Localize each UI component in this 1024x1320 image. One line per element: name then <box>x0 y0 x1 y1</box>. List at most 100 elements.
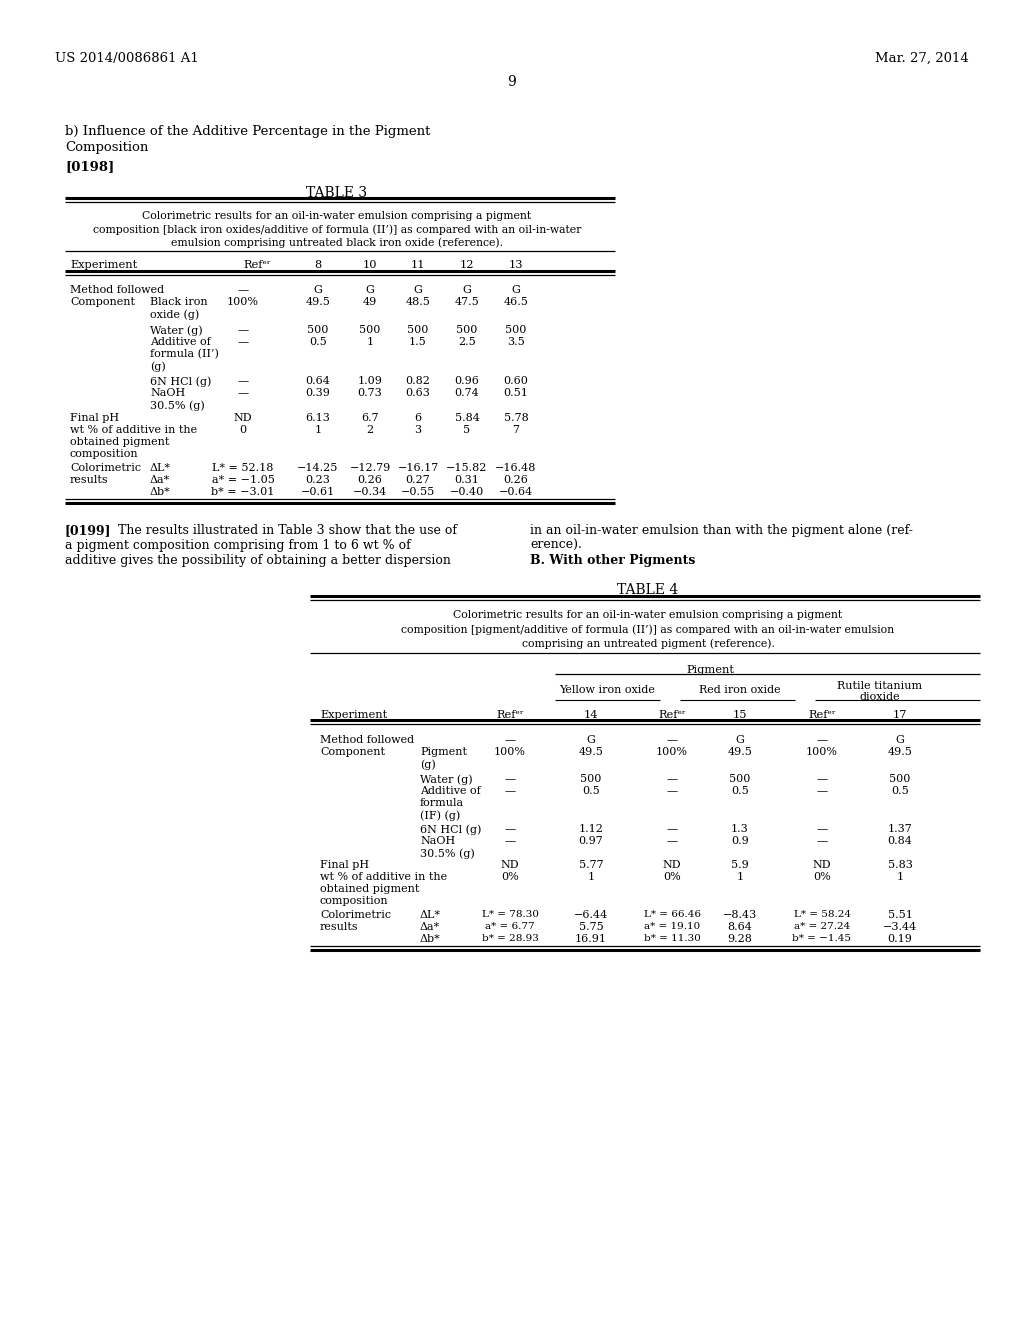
Text: 100%: 100% <box>227 297 259 308</box>
Text: 0.96: 0.96 <box>455 376 479 385</box>
Text: 500: 500 <box>889 774 910 784</box>
Text: Colorimetric results for an oil-in-water emulsion comprising a pigment: Colorimetric results for an oil-in-water… <box>142 211 531 220</box>
Text: 5: 5 <box>464 425 471 436</box>
Text: 5.83: 5.83 <box>888 861 912 870</box>
Text: Refᵉʳ: Refᵉʳ <box>496 710 524 719</box>
Text: Δa*: Δa* <box>420 921 440 932</box>
Text: 5.84: 5.84 <box>455 413 479 422</box>
Text: −3.44: −3.44 <box>883 921 918 932</box>
Text: 100%: 100% <box>494 747 526 756</box>
Text: 16.91: 16.91 <box>575 935 607 944</box>
Text: 0.51: 0.51 <box>504 388 528 399</box>
Text: 0.60: 0.60 <box>504 376 528 385</box>
Text: 100%: 100% <box>656 747 688 756</box>
Text: 0.39: 0.39 <box>305 388 331 399</box>
Text: US 2014/0086861 A1: US 2014/0086861 A1 <box>55 51 199 65</box>
Text: Refᵉʳ: Refᵉʳ <box>808 710 836 719</box>
Text: 1: 1 <box>314 425 322 436</box>
Text: Experiment: Experiment <box>70 260 137 271</box>
Text: Refᵉʳ: Refᵉʳ <box>658 710 686 719</box>
Text: −15.82: −15.82 <box>446 463 487 473</box>
Text: b* = −1.45: b* = −1.45 <box>793 935 852 942</box>
Text: ND: ND <box>501 861 519 870</box>
Text: 1.5: 1.5 <box>410 337 427 347</box>
Text: obtained pigment: obtained pigment <box>319 884 420 894</box>
Text: wt % of additive in the: wt % of additive in the <box>70 425 198 436</box>
Text: 49.5: 49.5 <box>728 747 753 756</box>
Text: 49.5: 49.5 <box>888 747 912 756</box>
Text: emulsion comprising untreated black iron oxide (reference).: emulsion comprising untreated black iron… <box>171 238 503 248</box>
Text: 0.74: 0.74 <box>455 388 479 399</box>
Text: wt % of additive in the: wt % of additive in the <box>319 873 447 882</box>
Text: Yellow iron oxide: Yellow iron oxide <box>559 685 655 696</box>
Text: —: — <box>816 774 827 784</box>
Text: 0.9: 0.9 <box>731 836 749 846</box>
Text: 13: 13 <box>509 260 523 271</box>
Text: Pigment: Pigment <box>420 747 467 756</box>
Text: results: results <box>70 475 109 484</box>
Text: −0.55: −0.55 <box>400 487 435 498</box>
Text: Mar. 27, 2014: Mar. 27, 2014 <box>876 51 969 65</box>
Text: —: — <box>667 836 678 846</box>
Text: 0.5: 0.5 <box>309 337 327 347</box>
Text: Final pH: Final pH <box>319 861 369 870</box>
Text: a* = −1.05: a* = −1.05 <box>212 475 274 484</box>
Text: 8: 8 <box>314 260 322 271</box>
Text: 17: 17 <box>893 710 907 719</box>
Text: 0.23: 0.23 <box>305 475 331 484</box>
Text: 46.5: 46.5 <box>504 297 528 308</box>
Text: TABLE 4: TABLE 4 <box>617 583 679 597</box>
Text: 3: 3 <box>415 425 422 436</box>
Text: 5.78: 5.78 <box>504 413 528 422</box>
Text: 0.5: 0.5 <box>891 785 909 796</box>
Text: Method followed: Method followed <box>319 735 414 744</box>
Text: —: — <box>505 824 515 834</box>
Text: 0.97: 0.97 <box>579 836 603 846</box>
Text: —: — <box>667 824 678 834</box>
Text: 1: 1 <box>736 873 743 882</box>
Text: (IF) (g): (IF) (g) <box>420 810 460 821</box>
Text: 30.5% (g): 30.5% (g) <box>150 400 205 411</box>
Text: —: — <box>816 785 827 796</box>
Text: 500: 500 <box>359 325 381 335</box>
Text: Colorimetric: Colorimetric <box>319 909 391 920</box>
Text: (g): (g) <box>150 360 166 371</box>
Text: Δb*: Δb* <box>420 935 440 944</box>
Text: ΔL*: ΔL* <box>150 463 171 473</box>
Text: G: G <box>313 285 323 294</box>
Text: Experiment: Experiment <box>319 710 387 719</box>
Text: 0.82: 0.82 <box>406 376 430 385</box>
Text: 5.77: 5.77 <box>579 861 603 870</box>
Text: Refᵉʳ: Refᵉʳ <box>243 260 271 271</box>
Text: —: — <box>667 735 678 744</box>
Text: TABLE 3: TABLE 3 <box>306 186 368 201</box>
Text: 1: 1 <box>367 337 374 347</box>
Text: 9.28: 9.28 <box>728 935 753 944</box>
Text: [0198]: [0198] <box>65 160 115 173</box>
Text: Δb*: Δb* <box>150 487 171 498</box>
Text: a* = 27.24: a* = 27.24 <box>794 921 850 931</box>
Text: 1.37: 1.37 <box>888 824 912 834</box>
Text: 0.63: 0.63 <box>406 388 430 399</box>
Text: Δa*: Δa* <box>150 475 170 484</box>
Text: a pigment composition comprising from 1 to 6 wt % of: a pigment composition comprising from 1 … <box>65 539 411 552</box>
Text: 5.51: 5.51 <box>888 909 912 920</box>
Text: −0.61: −0.61 <box>301 487 335 498</box>
Text: 7: 7 <box>512 425 519 436</box>
Text: L* = 66.46: L* = 66.46 <box>643 909 700 919</box>
Text: additive gives the possibility of obtaining a better dispersion: additive gives the possibility of obtain… <box>65 554 451 568</box>
Text: 3.5: 3.5 <box>507 337 525 347</box>
Text: L* = 58.24: L* = 58.24 <box>794 909 851 919</box>
Text: 5.9: 5.9 <box>731 861 749 870</box>
Text: 0.31: 0.31 <box>455 475 479 484</box>
Text: 11: 11 <box>411 260 425 271</box>
Text: G: G <box>896 735 904 744</box>
Text: 2.5: 2.5 <box>458 337 476 347</box>
Text: a* = 19.10: a* = 19.10 <box>644 921 700 931</box>
Text: 6.13: 6.13 <box>305 413 331 422</box>
Text: b) Influence of the Additive Percentage in the Pigment: b) Influence of the Additive Percentage … <box>65 125 430 139</box>
Text: —: — <box>505 735 515 744</box>
Text: Rutile titanium: Rutile titanium <box>838 681 923 690</box>
Text: G: G <box>414 285 423 294</box>
Text: obtained pigment: obtained pigment <box>70 437 169 447</box>
